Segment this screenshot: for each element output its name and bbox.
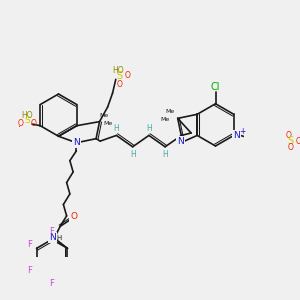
Text: Me: Me — [100, 112, 109, 118]
Text: S: S — [288, 136, 294, 146]
Text: HO: HO — [21, 111, 33, 120]
Text: N: N — [73, 138, 80, 147]
Text: O: O — [124, 71, 130, 80]
Text: Me: Me — [160, 118, 169, 122]
Text: H: H — [146, 124, 152, 133]
Text: H: H — [130, 150, 136, 159]
Text: O: O — [286, 131, 292, 140]
Text: O: O — [117, 80, 123, 89]
Text: N: N — [50, 233, 56, 242]
Text: O: O — [288, 143, 294, 152]
Text: Cl: Cl — [211, 82, 220, 92]
Text: +: + — [240, 127, 246, 136]
Text: O: O — [31, 119, 37, 128]
Text: S: S — [24, 116, 30, 125]
Text: HO: HO — [112, 66, 124, 75]
Text: ·: · — [18, 122, 21, 132]
Text: H: H — [162, 150, 168, 159]
Text: F: F — [27, 266, 32, 275]
Text: N: N — [233, 131, 240, 140]
Text: F: F — [50, 227, 54, 236]
Text: O: O — [70, 212, 77, 221]
Text: Me: Me — [103, 121, 112, 126]
Text: O: O — [18, 119, 24, 128]
Text: N: N — [177, 137, 184, 146]
Text: F: F — [27, 240, 32, 249]
Text: Me: Me — [165, 110, 174, 114]
Text: F: F — [50, 279, 54, 288]
Text: H: H — [113, 124, 119, 133]
Text: H: H — [57, 235, 62, 241]
Text: S: S — [117, 71, 123, 81]
Text: O: O — [296, 136, 300, 146]
